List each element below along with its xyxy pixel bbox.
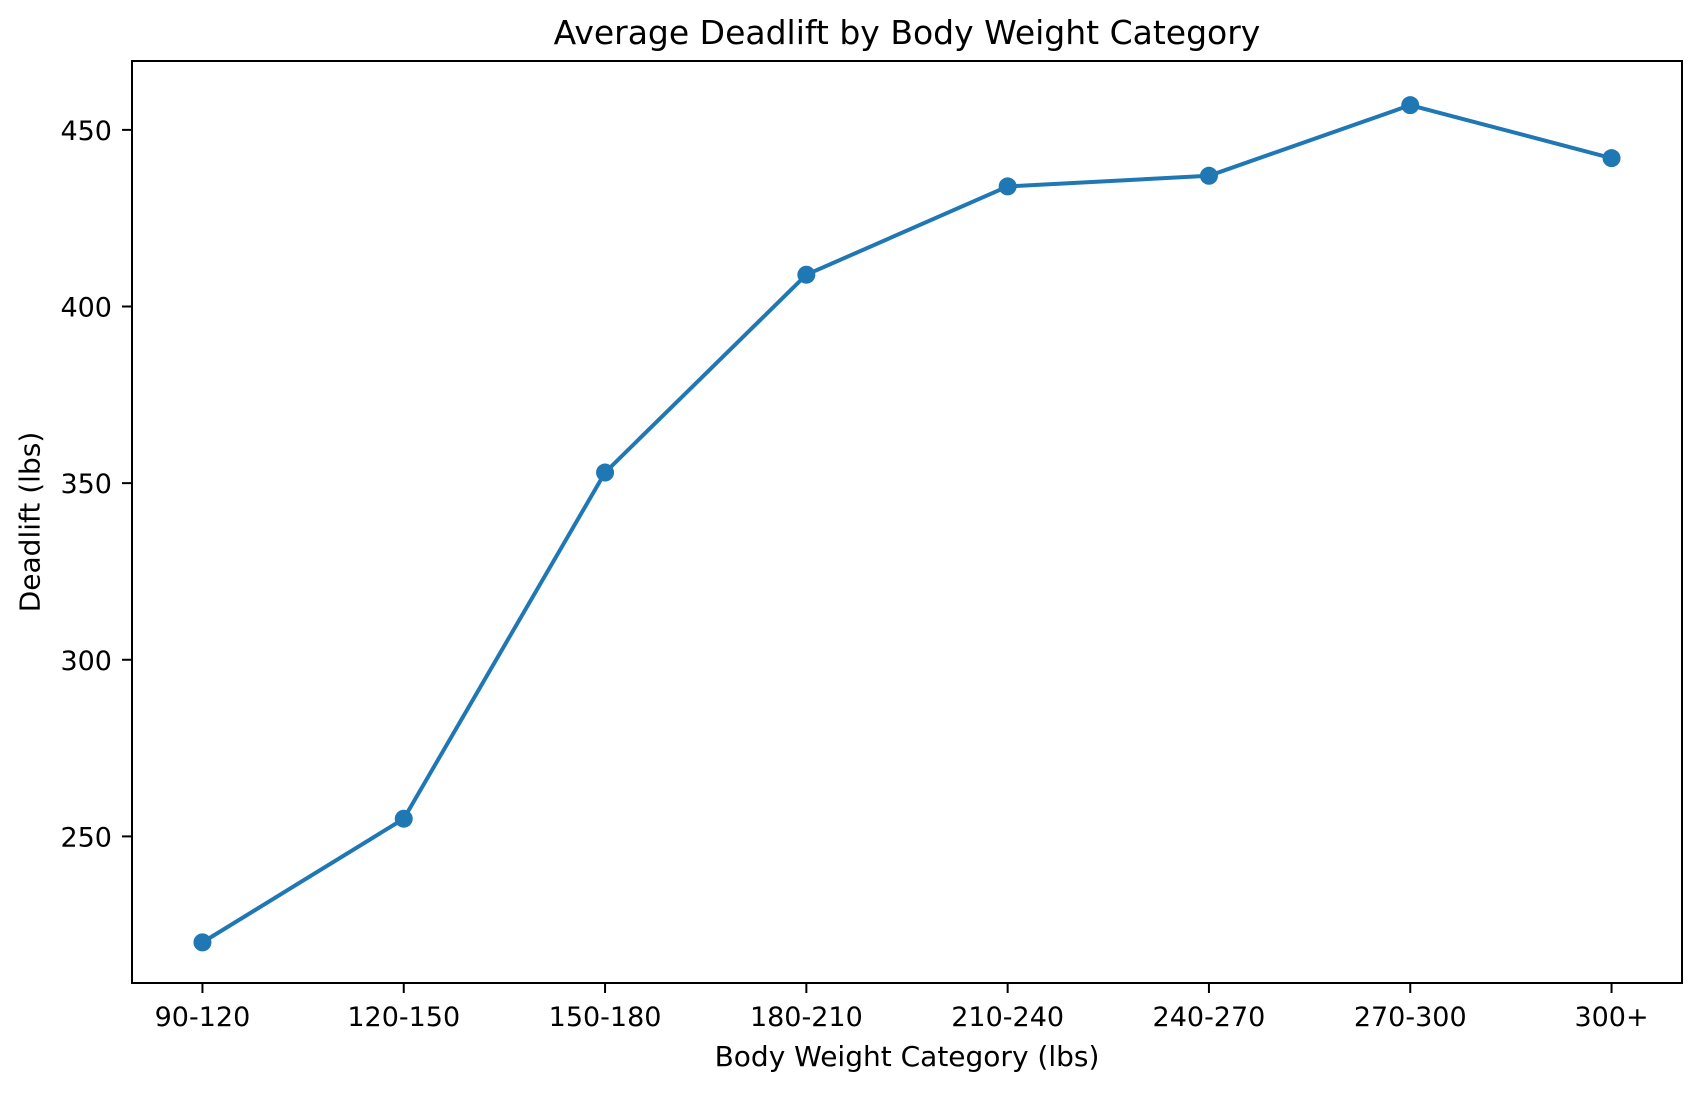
y-axis-label: Deadlift (lbs) — [13, 431, 47, 613]
y-tick-label: 450 — [60, 116, 112, 147]
data-point-marker — [797, 265, 816, 284]
x-tick-label: 120-150 — [347, 1002, 460, 1033]
x-tick-label: 180-210 — [750, 1002, 863, 1033]
y-tick-label: 250 — [60, 822, 112, 853]
y-tick-label: 300 — [60, 646, 112, 677]
series-line — [200, 103, 1614, 945]
x-tick-label: 270-300 — [1354, 1002, 1467, 1033]
x-tick-label: 210-240 — [951, 1002, 1064, 1033]
chart-title: Average Deadlift by Body Weight Category — [553, 13, 1261, 52]
data-point-marker — [193, 933, 212, 952]
data-point-marker — [394, 809, 413, 828]
x-axis-label: Body Weight Category (lbs) — [714, 1040, 1100, 1073]
x-tick-label: 240-270 — [1153, 1002, 1266, 1033]
x-tick-label: 300+ — [1574, 1002, 1648, 1033]
x-tick-label: 90-120 — [155, 1002, 251, 1033]
data-point-marker — [1199, 166, 1218, 185]
y-tick-label: 350 — [60, 469, 112, 500]
plot-border — [131, 60, 1683, 984]
x-tick-label: 150-180 — [549, 1002, 662, 1033]
data-point-marker — [596, 463, 615, 482]
data-point-marker — [998, 177, 1017, 196]
y-tick-label: 400 — [60, 293, 112, 324]
data-point-marker — [1401, 96, 1420, 115]
data-point-marker — [1602, 149, 1621, 168]
